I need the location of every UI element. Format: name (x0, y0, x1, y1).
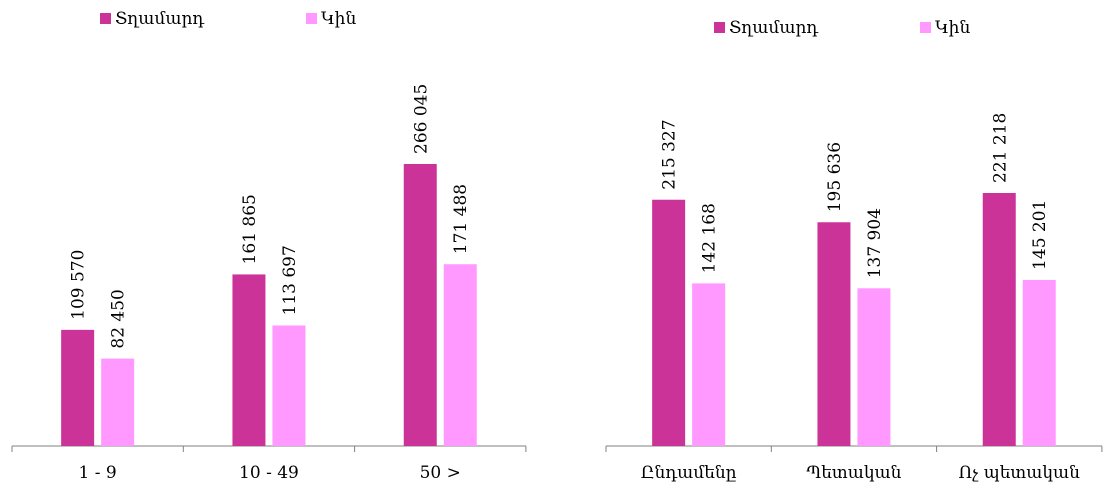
bar-1-0 (101, 358, 135, 446)
category-label-1: Պետական (806, 463, 901, 483)
legend-label-1: Կին (321, 9, 356, 29)
data-label-1-1: 137 904 (865, 208, 885, 278)
legend-swatch-0 (100, 13, 111, 24)
legend-swatch-1 (306, 13, 317, 24)
data-label-1-0: 142 168 (700, 203, 720, 273)
data-label-0-0: 215 327 (660, 119, 680, 189)
data-label-0-2: 221 218 (990, 113, 1010, 183)
data-label-1-0: 82 450 (109, 289, 129, 348)
data-label-0-1: 161 865 (240, 194, 260, 264)
bar-1-2 (1022, 279, 1056, 446)
bar-0-0 (652, 199, 686, 446)
bar-1-1 (272, 325, 306, 446)
category-label-2: Ոչ պետական (959, 463, 1081, 483)
legend-label-0: Տղամարդ (729, 18, 818, 38)
bar-0-1 (232, 274, 266, 446)
legend-label-0: Տղամարդ (115, 9, 204, 29)
bar-0-1 (817, 222, 851, 446)
data-label-0-2: 266 045 (411, 84, 431, 154)
bar-0-2 (982, 193, 1016, 446)
data-label-0-0: 109 570 (69, 250, 89, 320)
data-label-1-2: 171 488 (451, 184, 471, 254)
category-label-2: 50 > (420, 463, 461, 483)
legend-label-1: Կին (935, 18, 970, 38)
data-label-0-1: 195 636 (825, 142, 845, 212)
chart-employees-by-ownership: Տղամարդ Կին 215 327 142 168 Ընդամենը 195 636 1… (605, 18, 1103, 483)
bar-1-0 (692, 283, 726, 446)
category-label-0: Ընդամենը (641, 463, 737, 483)
data-label-1-2: 145 201 (1030, 200, 1050, 270)
bar-1-1 (857, 288, 891, 446)
bar-1-2 (443, 264, 477, 446)
chart-employees-by-size: Տղամարդ Կին 109 570 82 450 1 - 9 161 865 113 6… (11, 9, 527, 483)
category-label-1: 10 - 49 (239, 463, 299, 483)
category-label-0: 1 - 9 (79, 463, 117, 483)
bar-0-2 (403, 164, 437, 446)
legend-swatch-0 (714, 22, 725, 33)
bar-0-0 (61, 329, 95, 446)
data-label-1-1: 113 697 (280, 245, 300, 315)
legend-swatch-1 (920, 22, 931, 33)
